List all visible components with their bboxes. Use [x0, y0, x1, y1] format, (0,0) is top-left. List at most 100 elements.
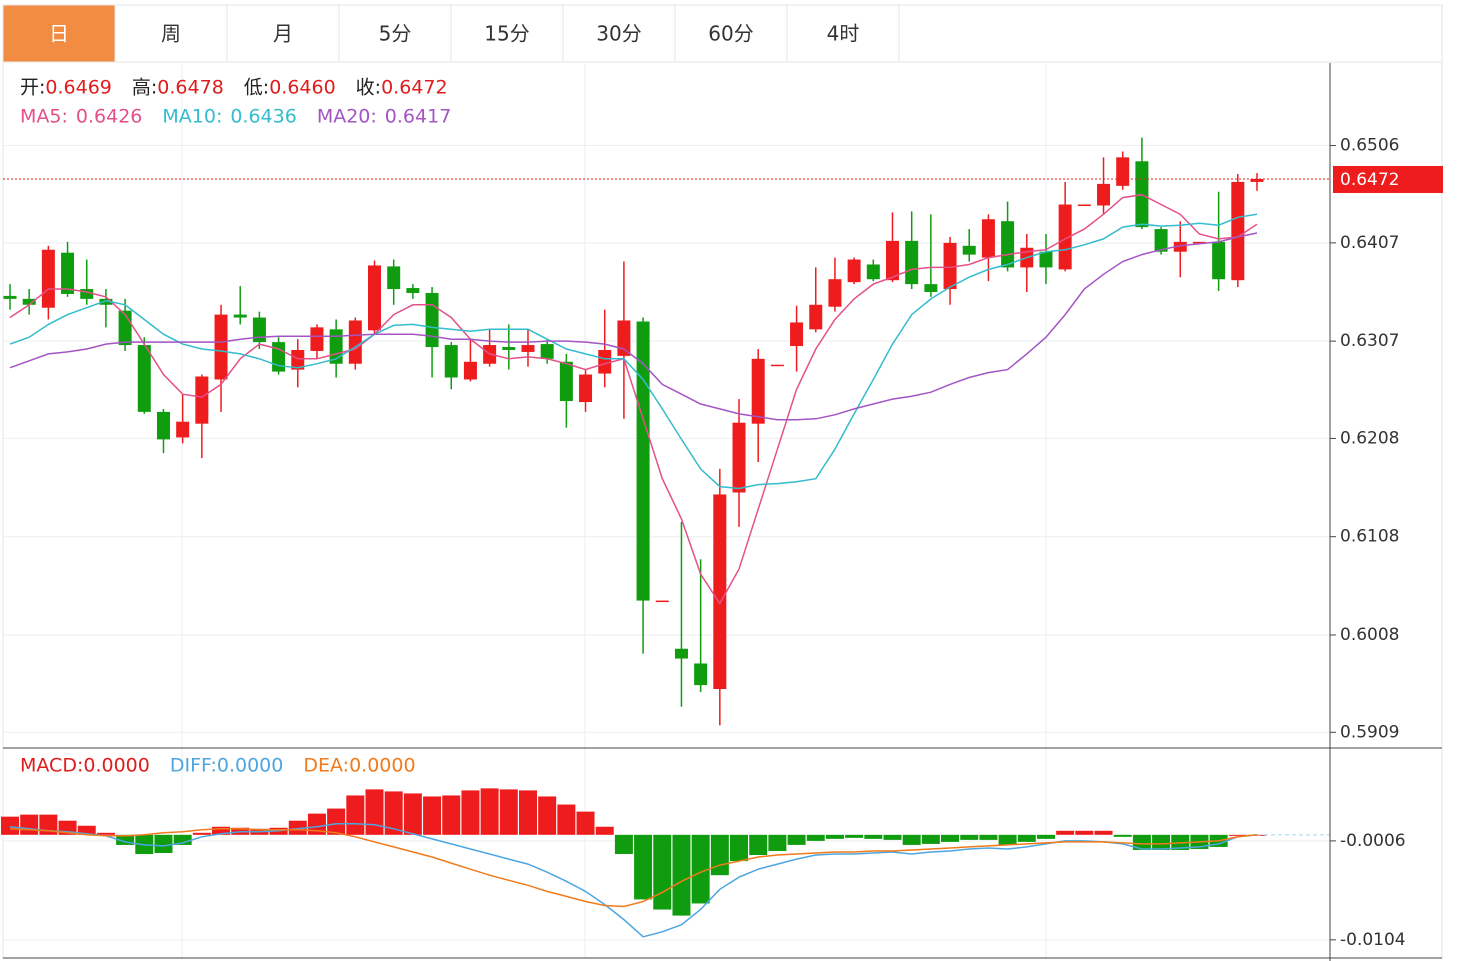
macd-bar — [96, 832, 115, 835]
candle-body — [463, 361, 477, 380]
macd-bar — [327, 808, 346, 835]
macd-bar — [864, 834, 883, 839]
tab-label[interactable]: 周 — [161, 22, 181, 46]
candle-body — [425, 292, 439, 348]
candle-body — [1077, 204, 1091, 207]
candle-body — [598, 349, 612, 374]
legend-text: MA10: — [162, 106, 222, 128]
tab[interactable] — [338, 4, 452, 63]
candle-body — [41, 249, 55, 308]
macd-bar — [20, 814, 39, 835]
candle-body — [368, 265, 382, 331]
candle-body — [924, 284, 938, 292]
candle-body — [962, 245, 976, 255]
legend-text: 0.6460 — [269, 77, 335, 99]
tab[interactable] — [226, 4, 340, 63]
macd-bar — [691, 834, 710, 904]
tab-label[interactable]: 4时 — [827, 22, 860, 46]
macd-bar — [461, 790, 480, 835]
tab[interactable] — [786, 4, 900, 63]
tab[interactable] — [562, 4, 676, 63]
candle-body — [252, 317, 266, 343]
legend-text: 收: — [356, 77, 381, 99]
y-tick-label: 0.6208 — [1340, 428, 1399, 448]
macd-bar — [1036, 834, 1055, 839]
y-tick-label: 0.6506 — [1340, 136, 1399, 156]
tab-label[interactable]: 15分 — [484, 22, 529, 46]
macd-bar — [921, 834, 940, 844]
last-price-tag — [1333, 165, 1443, 193]
candle-body — [943, 242, 957, 290]
macd-bar — [998, 834, 1017, 845]
legend-text: 0.6417 — [385, 106, 451, 128]
legend-text: 0.6426 — [76, 106, 142, 128]
ma-line — [9, 232, 1258, 421]
candle-body — [655, 600, 669, 603]
tab-label[interactable]: 月 — [273, 22, 293, 46]
macd-bar — [749, 834, 768, 856]
legend-text: 0.0000 — [83, 755, 149, 777]
candle-body — [1192, 241, 1206, 244]
legend-text: MA5: — [20, 106, 68, 128]
macd-bar — [538, 796, 557, 835]
macd-bar — [288, 820, 307, 835]
macd-bar — [403, 793, 422, 835]
candle-body — [636, 321, 650, 601]
macd-bar — [672, 834, 691, 916]
macd-line — [9, 828, 1258, 908]
tab-label[interactable]: 日 — [49, 22, 69, 46]
tab[interactable] — [450, 4, 564, 63]
candle-body — [137, 345, 151, 412]
macd-bar — [365, 789, 384, 835]
macd-bar — [307, 813, 326, 835]
y-tick-label: 0.6407 — [1340, 233, 1399, 253]
macd-bar — [557, 804, 576, 835]
ma-line — [9, 213, 1258, 490]
candle-body — [790, 322, 804, 347]
macd-bar — [634, 834, 653, 900]
candle-body — [61, 252, 75, 294]
macd-bar — [346, 795, 365, 835]
macd-bar — [1113, 834, 1132, 837]
candle-body — [1231, 181, 1245, 281]
candle-body — [1212, 241, 1226, 280]
macd-bar — [960, 834, 979, 840]
macd-bar — [1132, 834, 1151, 850]
macd-bar — [173, 834, 192, 845]
candle-body — [502, 347, 516, 350]
candle-body — [444, 345, 458, 378]
last-price-label: 0.6472 — [1340, 170, 1399, 190]
candle-body — [770, 364, 784, 367]
candle-body — [521, 345, 535, 352]
candle-body — [195, 376, 209, 424]
tab-label[interactable]: 60分 — [708, 22, 753, 46]
tab-label[interactable]: 30分 — [596, 22, 641, 46]
candle-body — [885, 240, 899, 281]
macd-bar — [1075, 830, 1094, 835]
frame — [2, 4, 1443, 959]
macd-bar — [653, 834, 672, 910]
tab[interactable] — [2, 4, 116, 63]
macd-bar — [825, 834, 844, 839]
candle-body — [828, 279, 842, 307]
macd-bar — [787, 834, 806, 845]
legend-text: DIFF: — [170, 755, 217, 777]
macd-bar — [595, 826, 614, 835]
candle-body — [905, 240, 919, 285]
legend-text: 0.6469 — [45, 77, 111, 99]
macd-bar — [1228, 834, 1247, 836]
macd-bar — [1017, 834, 1036, 842]
tab-label[interactable]: 5分 — [379, 22, 412, 46]
macd-bar — [1, 816, 19, 835]
candle-body — [156, 411, 170, 440]
y-tick-label: 0.6307 — [1340, 331, 1399, 351]
candle-body — [387, 266, 401, 290]
macd-bar — [154, 834, 173, 853]
macd-bar — [883, 834, 902, 840]
macd-bar — [576, 811, 595, 835]
candle-body — [272, 342, 286, 372]
candle-body — [809, 304, 823, 330]
candle-body — [847, 259, 861, 283]
candle-body — [214, 314, 228, 380]
tab[interactable] — [114, 4, 228, 63]
